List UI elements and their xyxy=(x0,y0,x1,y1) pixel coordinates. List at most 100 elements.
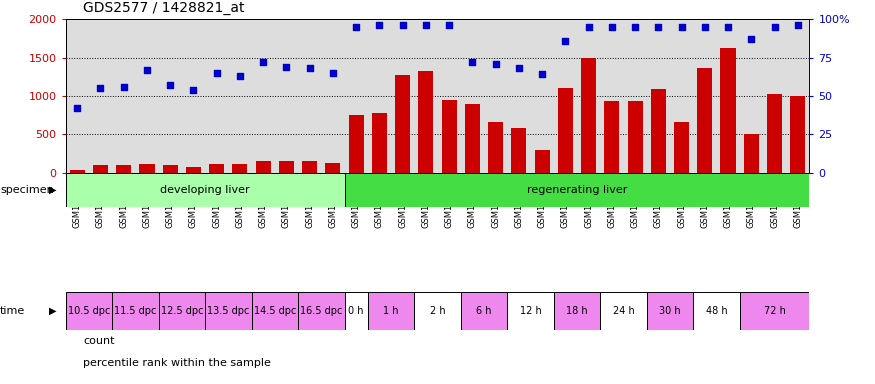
Bar xyxy=(396,75,410,173)
Point xyxy=(512,65,526,71)
Bar xyxy=(600,292,647,330)
Bar xyxy=(744,134,759,173)
Text: time: time xyxy=(0,306,25,316)
Text: 0 h: 0 h xyxy=(348,306,364,316)
Bar xyxy=(767,94,782,173)
Text: 30 h: 30 h xyxy=(659,306,681,316)
Bar xyxy=(255,161,270,173)
Point xyxy=(164,82,178,88)
Point xyxy=(186,87,200,93)
Bar xyxy=(488,122,503,173)
Point xyxy=(558,38,572,44)
Bar xyxy=(139,164,155,173)
Point xyxy=(210,70,224,76)
Text: 11.5 dpc: 11.5 dpc xyxy=(114,306,157,316)
Bar xyxy=(554,292,600,330)
Point xyxy=(466,59,480,65)
Text: 24 h: 24 h xyxy=(612,306,634,316)
Point xyxy=(536,71,550,78)
Bar xyxy=(298,292,345,330)
Text: 1 h: 1 h xyxy=(383,306,399,316)
Text: 48 h: 48 h xyxy=(705,306,727,316)
Text: developing liver: developing liver xyxy=(160,185,250,195)
Bar xyxy=(186,167,201,173)
Text: ▶: ▶ xyxy=(49,185,57,195)
Text: 16.5 dpc: 16.5 dpc xyxy=(300,306,342,316)
Bar xyxy=(465,104,480,173)
Bar xyxy=(348,115,364,173)
Point xyxy=(326,70,340,76)
Bar xyxy=(647,292,693,330)
Point xyxy=(396,22,410,28)
Point xyxy=(233,73,247,79)
Point xyxy=(70,105,84,111)
Text: 14.5 dpc: 14.5 dpc xyxy=(254,306,296,316)
Point xyxy=(373,22,387,28)
Point xyxy=(767,24,781,30)
Point xyxy=(745,36,759,42)
Text: 18 h: 18 h xyxy=(566,306,588,316)
Bar xyxy=(158,292,205,330)
Bar xyxy=(209,164,224,173)
Text: specimen: specimen xyxy=(0,185,53,195)
Point xyxy=(791,22,805,28)
Bar xyxy=(720,48,736,173)
Point xyxy=(94,85,108,91)
Bar xyxy=(739,292,809,330)
Point xyxy=(303,65,317,71)
Bar xyxy=(66,292,112,330)
Text: 12.5 dpc: 12.5 dpc xyxy=(161,306,203,316)
Text: 6 h: 6 h xyxy=(476,306,492,316)
Point xyxy=(256,59,270,65)
Bar xyxy=(697,68,712,173)
Point xyxy=(419,22,433,28)
Bar xyxy=(651,89,666,173)
Point xyxy=(721,24,735,30)
Bar xyxy=(581,58,596,173)
Bar xyxy=(163,165,178,173)
Bar xyxy=(368,292,414,330)
Point xyxy=(675,24,689,30)
Point xyxy=(140,67,154,73)
Bar xyxy=(66,173,345,207)
Bar xyxy=(205,292,252,330)
Text: 13.5 dpc: 13.5 dpc xyxy=(207,306,249,316)
Bar xyxy=(605,101,620,173)
Text: regenerating liver: regenerating liver xyxy=(527,185,627,195)
Text: percentile rank within the sample: percentile rank within the sample xyxy=(83,358,271,368)
Bar xyxy=(627,101,642,173)
Point xyxy=(442,22,456,28)
Bar xyxy=(345,292,368,330)
Point xyxy=(582,24,596,30)
Bar xyxy=(693,292,739,330)
Bar xyxy=(116,165,131,173)
Bar xyxy=(461,292,507,330)
Point xyxy=(605,24,619,30)
Bar xyxy=(418,71,433,173)
Bar xyxy=(372,113,387,173)
Bar xyxy=(535,150,550,173)
Bar xyxy=(279,161,294,173)
Bar xyxy=(507,292,554,330)
Bar xyxy=(112,292,158,330)
Point xyxy=(628,24,642,30)
Bar xyxy=(414,292,461,330)
Point xyxy=(116,84,130,90)
Bar xyxy=(557,88,573,173)
Point xyxy=(651,24,665,30)
Text: 72 h: 72 h xyxy=(764,306,786,316)
Text: GDS2577 / 1428821_at: GDS2577 / 1428821_at xyxy=(83,2,245,15)
Point xyxy=(697,24,711,30)
Text: count: count xyxy=(83,336,115,346)
Bar xyxy=(70,170,85,173)
Bar xyxy=(674,122,690,173)
Bar xyxy=(345,173,809,207)
Text: 12 h: 12 h xyxy=(520,306,542,316)
Bar xyxy=(93,165,108,173)
Text: ▶: ▶ xyxy=(49,306,57,316)
Text: 10.5 dpc: 10.5 dpc xyxy=(67,306,110,316)
Bar xyxy=(233,164,248,173)
Bar xyxy=(302,161,318,173)
Point xyxy=(488,61,502,67)
Bar xyxy=(511,128,527,173)
